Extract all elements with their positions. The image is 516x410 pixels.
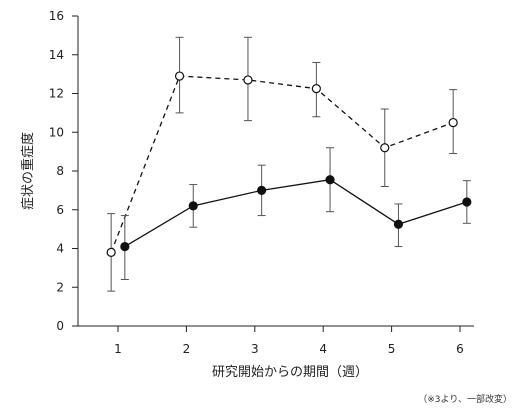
data-point	[120, 241, 130, 252]
y-tick-label: 6	[56, 203, 64, 217]
series-2	[120, 147, 472, 280]
series-line	[110, 75, 454, 253]
series-layer	[106, 36, 472, 292]
x-tick-label: 4	[319, 342, 327, 356]
axes	[77, 16, 474, 327]
y-tick-label: 8	[56, 164, 64, 178]
data-point	[380, 143, 390, 153]
x-tick-label: 5	[388, 342, 396, 356]
y-ticks: 0 2 4 6 8 10 12 14 16	[49, 9, 78, 333]
x-tick-label: 6	[456, 342, 464, 356]
data-point	[462, 197, 472, 207]
y-tick-label: 12	[49, 87, 64, 101]
data-point	[325, 175, 335, 185]
data-point	[311, 84, 321, 94]
y-tick-label: 16	[49, 9, 64, 23]
data-point	[257, 185, 267, 195]
y-tick-label: 4	[56, 242, 64, 256]
data-point	[448, 117, 458, 128]
y-tick-label: 2	[56, 280, 64, 294]
y-tick-label: 10	[49, 125, 64, 139]
x-ticks: 1 2 3 4 5 6	[114, 326, 464, 356]
data-point	[106, 247, 116, 257]
data-point	[174, 71, 185, 81]
source-note: （※3より、一部改変）	[418, 393, 512, 405]
series-line	[124, 179, 468, 248]
y-tick-label: 0	[56, 319, 64, 333]
x-tick-label: 3	[251, 342, 259, 356]
data-point	[188, 201, 198, 211]
x-tick-label: 2	[183, 342, 191, 356]
y-tick-label: 14	[49, 48, 64, 62]
data-point	[393, 219, 404, 229]
data-point	[243, 75, 253, 85]
y-axis-title: 症状の重症度	[20, 132, 36, 210]
x-tick-label: 1	[114, 342, 122, 356]
x-axis-title: 研究開始からの期間（週）	[212, 365, 368, 380]
series-1	[106, 36, 458, 292]
